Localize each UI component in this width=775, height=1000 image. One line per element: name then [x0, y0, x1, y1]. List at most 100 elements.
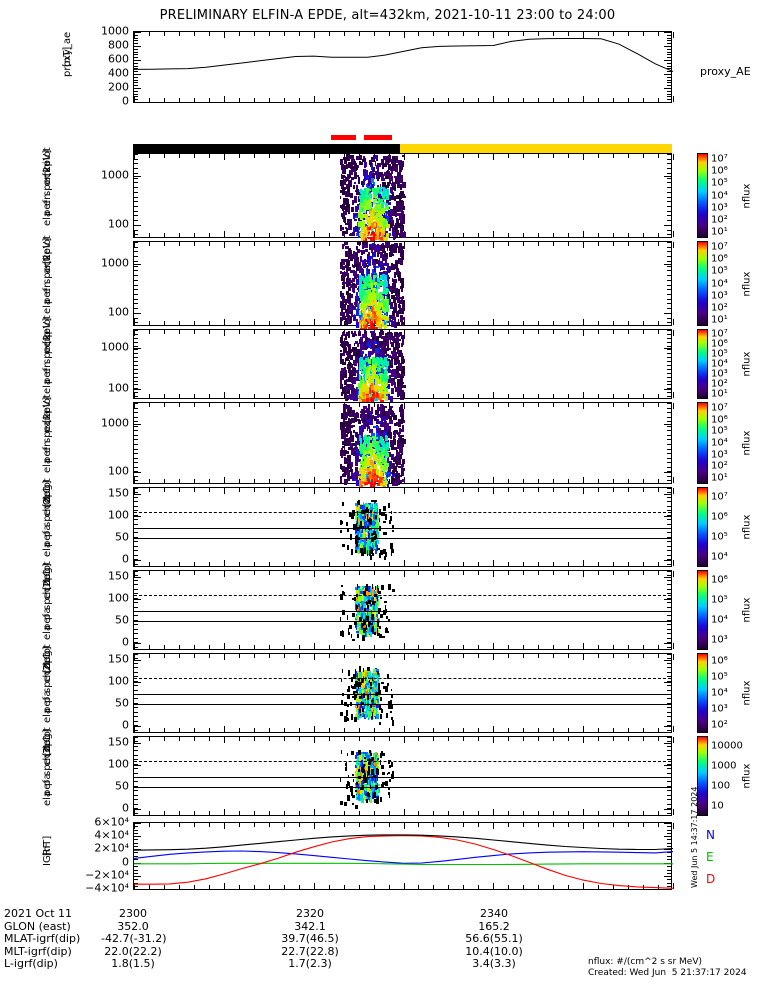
x-tick-top	[568, 330, 569, 334]
spectrogram-cell	[375, 274, 378, 277]
x-tick	[523, 233, 524, 237]
spectrogram-cell	[344, 216, 347, 223]
spectrogram-cell	[375, 208, 378, 212]
x-tick	[463, 562, 464, 566]
spectrogram-cell	[360, 256, 363, 263]
spectrogram-cell	[400, 429, 405, 433]
x-tick-top	[164, 32, 165, 36]
spectrogram-cell	[361, 286, 365, 291]
x-tick	[254, 394, 255, 398]
spectrogram-cell	[348, 293, 352, 297]
spectrogram-cell	[379, 281, 383, 287]
spectrogram-cell	[373, 326, 375, 330]
spectrogram-cell	[381, 345, 384, 352]
x-tick-top	[418, 488, 419, 492]
x-tick	[568, 321, 569, 325]
spectrogram-cell	[385, 370, 388, 375]
anti-loss-cone-line	[134, 512, 671, 513]
spectrogram-cell	[359, 265, 363, 271]
spectrogram-cell	[360, 310, 363, 318]
y-tick-right	[667, 471, 671, 472]
y-tick-right	[664, 643, 671, 644]
y-tick-right	[664, 74, 671, 75]
x-tick	[239, 98, 240, 102]
spectrogram-cell	[382, 208, 385, 214]
spectrogram-cell	[348, 376, 351, 382]
x-tick	[254, 98, 255, 102]
spectrogram-cell	[351, 284, 356, 291]
spectrogram-cell	[360, 505, 364, 509]
spectrogram-cell	[395, 291, 399, 297]
x-tick	[493, 643, 494, 649]
y-tick	[134, 74, 141, 75]
spec-axis-title-omni-line: ela	[42, 210, 53, 226]
spectrogram-cell	[384, 281, 388, 288]
x-tick	[329, 645, 330, 649]
spectrogram-cell	[381, 306, 385, 312]
spectrogram-cell	[390, 305, 393, 310]
x-tick	[673, 477, 674, 483]
spectrogram-cell	[388, 286, 390, 291]
x-tick-top	[433, 32, 434, 36]
x-tick	[329, 321, 330, 325]
x-tick	[463, 394, 464, 398]
x-tick	[254, 645, 255, 649]
spectrogram-cell	[362, 436, 366, 441]
x-tick	[164, 98, 165, 102]
spectrogram-cell	[391, 361, 394, 365]
x-tick	[583, 231, 584, 237]
x-tick	[269, 479, 270, 483]
spectrogram-cell	[344, 187, 347, 190]
spectrogram-cell	[356, 630, 359, 634]
x-tick	[224, 560, 225, 566]
y-tick-right	[667, 388, 671, 389]
y-tick-right	[667, 421, 671, 422]
spectrogram-cell	[348, 180, 352, 187]
spectrogram-cell	[368, 543, 370, 547]
spectrogram-cell	[339, 353, 343, 359]
x-tick-top	[568, 488, 569, 492]
x-tick	[628, 479, 629, 483]
y-tick	[134, 471, 138, 472]
x-tick-top	[568, 32, 569, 36]
spectrogram-cell	[373, 445, 376, 448]
x-tick	[523, 562, 524, 566]
spectrogram-cell	[341, 445, 346, 448]
spectrogram-cell	[368, 294, 371, 300]
x-tick-top	[404, 242, 405, 248]
spectrogram-cell	[341, 465, 344, 471]
x-tick	[149, 98, 150, 102]
colorbar-tick-ch0LC: 10⁴	[711, 551, 728, 563]
x-tick	[538, 233, 539, 237]
spectrogram-cell	[385, 280, 390, 288]
spectrogram-cell	[370, 519, 372, 525]
spectrogram-cell	[350, 206, 355, 212]
y-tick	[134, 421, 138, 422]
y-tick	[134, 197, 138, 198]
spectrogram-cell	[372, 225, 375, 228]
y-tick	[134, 225, 138, 226]
spectrogram-cell	[359, 607, 363, 610]
y-tick-right	[667, 52, 671, 53]
spectrogram-cell	[355, 174, 357, 180]
x-tick	[224, 319, 225, 325]
y-tick	[134, 361, 138, 362]
spectrogram-cell	[340, 476, 342, 483]
x-tick-top	[149, 32, 150, 36]
spectrogram-cell	[397, 419, 402, 424]
spectrogram-cell	[367, 221, 370, 225]
spectrogram-cell	[349, 302, 353, 307]
x-tick-top	[673, 403, 674, 409]
x-tick-top	[404, 403, 405, 409]
spectrogram-cell	[348, 247, 352, 254]
spectrogram-cell	[375, 154, 378, 159]
x-tick	[643, 479, 644, 483]
spectrogram-cell	[374, 223, 376, 227]
y-tick	[134, 349, 138, 350]
spectrogram-cell	[354, 459, 358, 467]
spectrogram-cell	[369, 246, 373, 250]
x-tick-top	[643, 242, 644, 246]
y-tick	[134, 159, 138, 160]
colorbar-tick-anti: 10⁴	[711, 278, 728, 289]
x-tick-top	[254, 32, 255, 36]
